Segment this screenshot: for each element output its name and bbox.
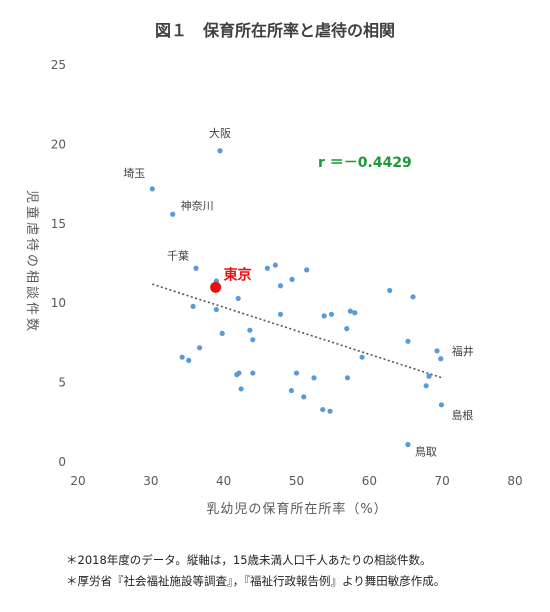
correlation-label: r ＝－0.4429 <box>318 155 412 171</box>
data-point <box>272 262 278 268</box>
data-point <box>311 375 317 381</box>
y-tick-label: 25 <box>51 58 66 72</box>
point-label: 島根 <box>451 408 473 422</box>
y-tick-label: 5 <box>58 376 66 390</box>
data-point <box>219 330 225 336</box>
data-point <box>423 383 429 389</box>
highlight-point-tokyo <box>210 281 222 293</box>
data-point <box>193 265 199 271</box>
data-point <box>236 370 242 376</box>
point-label: 鳥取 <box>415 445 437 459</box>
x-tick-label: 80 <box>507 474 522 488</box>
data-point <box>213 306 219 313</box>
data-point <box>250 337 256 343</box>
point-label: 大阪 <box>209 126 231 140</box>
data-point <box>359 354 365 360</box>
y-axis-label: 児童虐待の相談件数 <box>24 190 40 334</box>
data-point <box>277 311 284 317</box>
data-point <box>434 348 440 354</box>
data-point <box>289 276 295 282</box>
data-point <box>410 294 416 300</box>
data-points <box>149 148 445 448</box>
data-point <box>405 441 411 448</box>
data-point <box>344 375 351 381</box>
data-point <box>426 373 432 379</box>
data-point <box>277 283 284 289</box>
footnote-1: ＊2018年度のデータ。縦軸は，15歳未満人口千人あたりの相談件数。 <box>66 553 432 567</box>
y-tick-label: 10 <box>51 296 66 310</box>
data-point <box>186 357 192 363</box>
point-label: 福井 <box>452 344 474 358</box>
footnote-2: ＊厚労省『社会福祉施設等調査』，『福祉行政報告例』より舞田敏彦作成。 <box>66 574 446 588</box>
highlight-label-tokyo: 東京 <box>224 266 252 283</box>
x-axis-label: 乳幼児の保育所在所率（%） <box>206 501 387 517</box>
x-tick-label: 70 <box>435 474 450 488</box>
point-label: 神奈川 <box>181 198 214 212</box>
data-point <box>387 287 393 294</box>
data-point <box>238 386 244 392</box>
y-tick-label: 0 <box>58 455 66 469</box>
x-tick-label: 20 <box>70 474 85 488</box>
data-point <box>327 408 333 414</box>
x-tick-label: 50 <box>289 474 304 488</box>
data-point <box>197 345 203 351</box>
data-point <box>438 356 444 362</box>
data-point <box>247 327 253 333</box>
data-point <box>250 370 256 376</box>
trendline <box>152 283 443 379</box>
y-tick-label: 15 <box>51 217 66 231</box>
data-point <box>179 354 185 360</box>
data-point <box>217 148 223 154</box>
data-point <box>170 211 176 217</box>
x-tick-label: 30 <box>143 474 158 488</box>
data-point <box>190 303 196 309</box>
data-point <box>149 186 155 192</box>
point-label: 千葉 <box>167 248 189 262</box>
data-point <box>347 308 353 314</box>
x-tick-label: 40 <box>216 474 231 488</box>
data-point <box>288 387 295 394</box>
point-label: 埼玉 <box>123 166 145 180</box>
data-point <box>352 310 358 316</box>
data-point <box>320 406 326 413</box>
data-point <box>438 402 445 408</box>
data-point <box>328 311 335 317</box>
y-tick-label: 20 <box>51 137 66 151</box>
data-point <box>344 326 350 332</box>
data-point <box>304 267 310 273</box>
x-tick-label: 60 <box>362 474 377 488</box>
x-axis: 20 30 40 50 60 70 80 <box>70 474 522 488</box>
data-point <box>405 338 411 344</box>
data-point <box>293 370 300 376</box>
chart-title: 図１ 保育所在所率と虐待の相関 <box>155 21 395 40</box>
y-axis: 0 5 10 15 20 25 <box>51 58 66 469</box>
data-point <box>301 394 307 400</box>
data-point <box>264 265 270 271</box>
data-point <box>321 313 327 319</box>
data-point <box>235 295 241 302</box>
